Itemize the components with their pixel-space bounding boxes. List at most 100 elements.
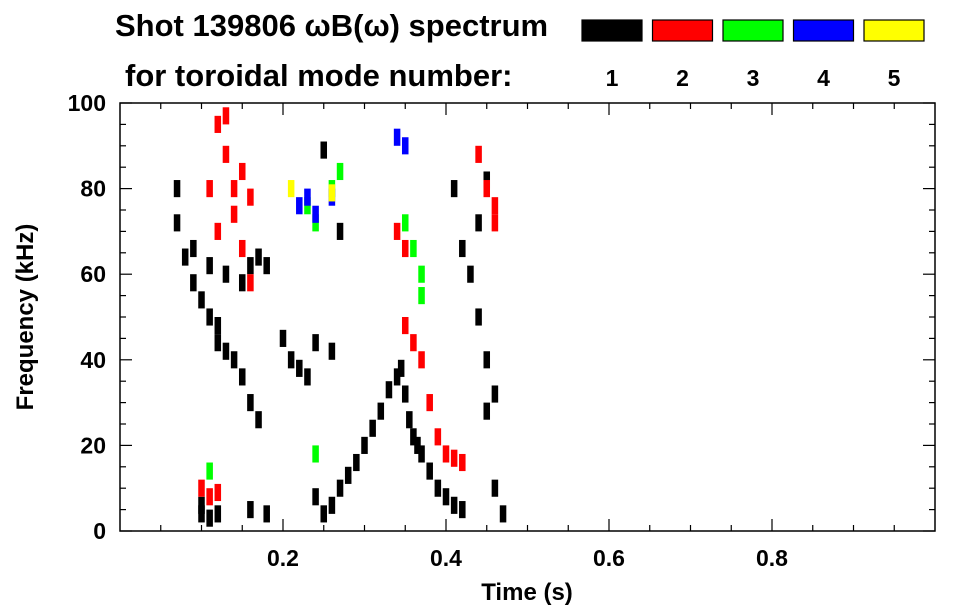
spectrum-point-mode-2 [222, 145, 230, 163]
spectrum-point-mode-1 [401, 385, 409, 403]
x-tick-label: 0.8 [756, 545, 788, 571]
spectrum-point-mode-1 [214, 505, 222, 523]
y-axis-label: Frequency (kHz) [12, 224, 39, 411]
spectrum-point-mode-3 [336, 162, 344, 181]
spectrum-point-mode-1 [393, 368, 401, 386]
legend-swatch-mode-1 [581, 19, 643, 42]
y-tick-label: 60 [80, 261, 106, 287]
spectrum-point-mode-5 [287, 180, 295, 198]
spectrum-point-mode-1 [173, 214, 181, 232]
spectrum-point-mode-2 [230, 205, 238, 223]
spectrum-point-mode-1 [369, 419, 376, 437]
spectrum-point-mode-1 [450, 180, 458, 198]
spectrum-point-mode-2 [230, 180, 238, 198]
x-axis-label: Time (s) [481, 579, 573, 606]
spectrum-point-mode-1 [255, 248, 262, 266]
spectrum-point-mode-2 [214, 483, 222, 502]
spectrum-point-mode-1 [397, 359, 405, 377]
spectrum-point-mode-1 [230, 351, 238, 369]
y-tick-label: 0 [93, 518, 106, 544]
spectrum-point-mode-1 [434, 479, 442, 497]
spectrum-point-mode-1 [459, 501, 466, 519]
spectrum-point-mode-1 [238, 274, 246, 292]
spectrum-point-mode-1 [279, 329, 287, 347]
spectrum-point-mode-1 [222, 265, 230, 283]
spectrum-point-mode-1 [426, 462, 433, 480]
spectrum-point-mode-3 [418, 265, 425, 283]
spectrum-point-mode-1 [361, 436, 368, 454]
spectrum-point-mode-2 [206, 180, 213, 198]
legend-swatch-mode-4 [792, 19, 855, 42]
spectrum-point-mode-1 [238, 368, 246, 386]
spectrum-point-mode-1 [198, 496, 205, 514]
y-tick-label: 40 [80, 347, 106, 373]
spectrum-point-mode-1 [320, 505, 328, 523]
spectrum-point-mode-2 [418, 351, 425, 369]
spectrum-point-mode-1 [255, 411, 262, 429]
spectrum-point-mode-1 [459, 239, 466, 258]
spectrum-point-mode-2 [491, 214, 499, 232]
spectrum-point-mode-1 [377, 402, 385, 420]
x-tick-label: 0.2 [267, 545, 299, 571]
spectrum-point-mode-2 [214, 115, 222, 133]
spectrum-point-mode-1 [247, 257, 254, 275]
legend-swatch-mode-3 [722, 19, 784, 42]
y-tick-label: 20 [80, 432, 106, 458]
spectrum-point-mode-2 [450, 449, 458, 467]
spectrum-point-mode-1 [410, 428, 417, 446]
spectrum-point-mode-4 [312, 205, 319, 223]
spectrum-point-mode-1 [173, 180, 181, 198]
spectrum-point-mode-2 [434, 428, 442, 446]
legend-label-mode-2: 2 [676, 65, 689, 91]
spectrum-point-mode-2 [238, 239, 246, 258]
spectrum-point-mode-2 [483, 180, 491, 198]
spectrum-point-mode-2 [401, 317, 409, 335]
spectrum-point-mode-1 [214, 317, 222, 335]
spectrum-point-mode-1 [181, 248, 189, 266]
spectrum-point-mode-3 [206, 462, 213, 480]
spectrum-point-mode-2 [247, 188, 254, 206]
spectrum-point-mode-4 [304, 188, 311, 206]
spectrum-point-mode-2 [214, 222, 222, 240]
axis-tick-labels: 0.2 0.4 0.6 0.8 0 20 40 60 80 100 [68, 90, 789, 571]
spectrum-point-mode-1 [263, 257, 270, 275]
spectrum-point-mode-1 [206, 257, 213, 275]
spectrum-point-mode-1 [483, 351, 491, 369]
spectrum-point-mode-2 [401, 239, 409, 258]
spectrum-point-mode-1 [320, 141, 328, 159]
spectrum-point-mode-1 [312, 488, 319, 506]
spectrum-point-mode-2 [222, 107, 230, 125]
spectrum-point-mode-1 [328, 342, 336, 360]
spectrum-point-mode-1 [442, 488, 450, 506]
spectrum-point-mode-1 [312, 334, 319, 352]
spectrum-point-mode-1 [190, 274, 197, 292]
spectrum-point-mode-1 [206, 509, 213, 527]
spectrum-point-mode-2 [475, 145, 482, 163]
spectrum-point-mode-2 [410, 334, 417, 352]
spectrum-point-mode-3 [418, 287, 425, 305]
spectrum-point-mode-1 [491, 385, 499, 403]
spectrum-point-mode-1 [328, 496, 336, 514]
spectrum-point-mode-1 [336, 479, 344, 497]
spectrum-point-mode-1 [475, 308, 482, 326]
spectrum-point-mode-1 [222, 342, 230, 360]
spectrum-point-mode-2 [238, 162, 246, 181]
spectrum-point-mode-1 [475, 214, 482, 232]
spectrum-point-mode-2 [426, 394, 433, 412]
spectrum-point-mode-3 [312, 445, 319, 463]
spectrum-point-mode-2 [442, 445, 450, 463]
spectrum-point-mode-3 [401, 214, 409, 232]
spectrum-point-mode-1 [263, 505, 270, 523]
legend-label-mode-1: 1 [606, 65, 619, 91]
spectrum-data [173, 107, 507, 527]
mode-legend: 1 2 3 4 5 [581, 19, 925, 91]
spectrum-point-mode-1 [247, 394, 254, 412]
legend-swatch-mode-5 [863, 19, 925, 42]
legend-label-mode-3: 3 [747, 65, 760, 91]
spectrum-point-mode-1 [344, 466, 352, 484]
spectrum-point-mode-4 [401, 137, 409, 155]
spectrum-point-mode-1 [247, 501, 254, 519]
spectrum-point-mode-1 [418, 445, 425, 463]
spectrum-point-mode-1 [450, 496, 458, 514]
